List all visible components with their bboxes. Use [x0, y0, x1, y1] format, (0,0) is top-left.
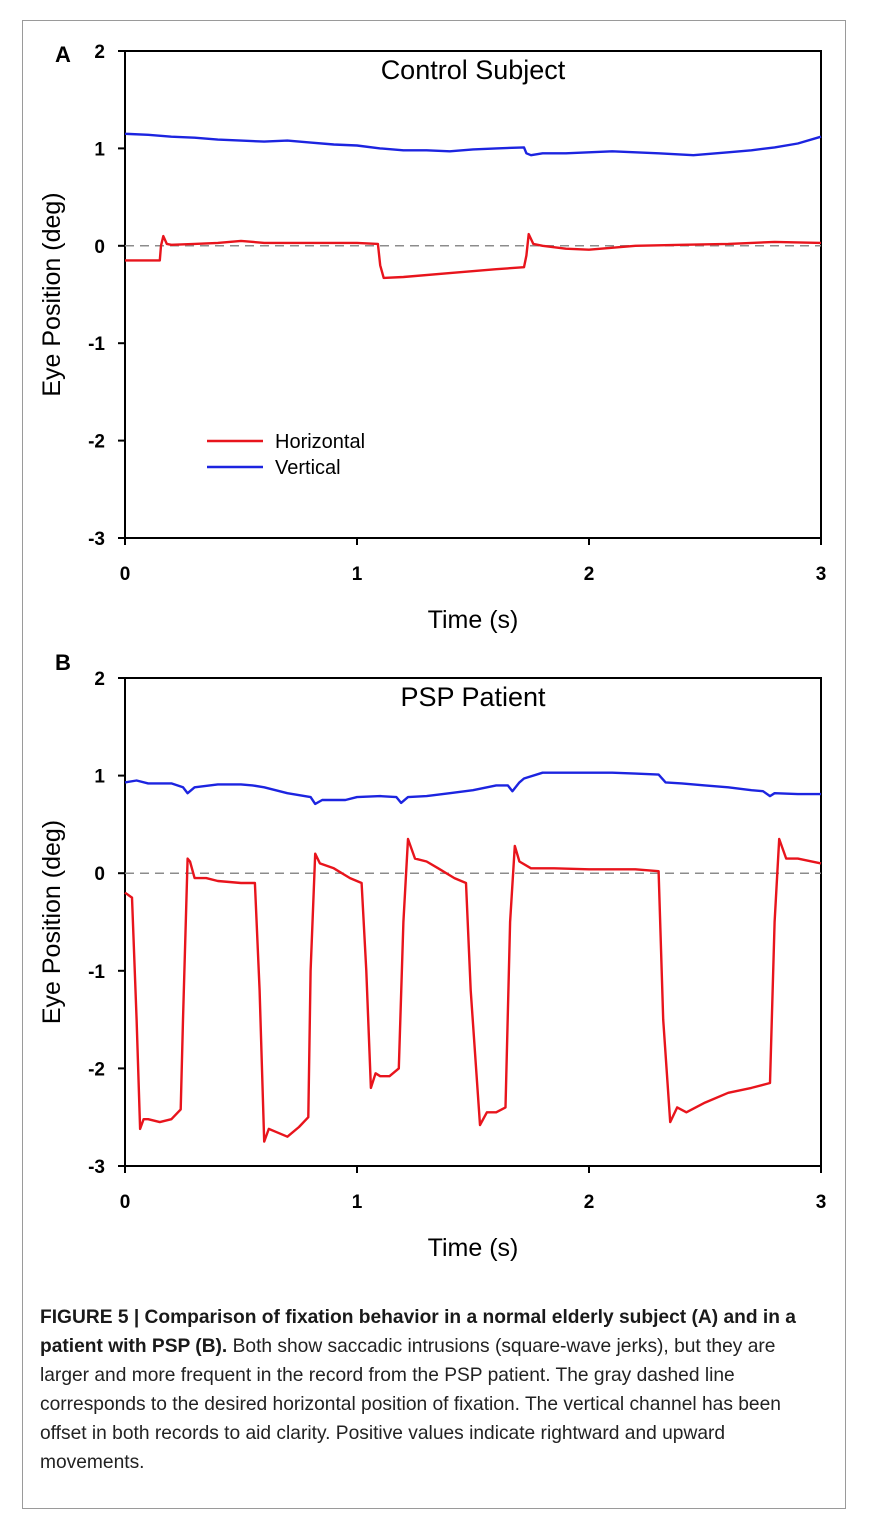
y-tick-label: -1 — [88, 334, 105, 355]
legend-label: Vertical — [275, 457, 341, 479]
chart-title: Control Subject — [381, 55, 566, 85]
y-tick-label: 2 — [94, 669, 105, 690]
x-tick-label: 2 — [584, 564, 595, 585]
series-line-horizontal — [124, 837, 822, 1143]
y-tick-label: 0 — [94, 864, 105, 885]
y-axis-label: Eye Position (deg) — [38, 192, 66, 396]
panel-a: A 2 1 0 -1 -2 -3 0 1 2 3 Control Subject Time (s) Eye… — [38, 42, 826, 634]
panel-label: A — [55, 42, 71, 67]
panel-label: B — [55, 650, 71, 675]
caption-title: FIGURE 5 | Comparison of fixation behavi… — [40, 1307, 796, 1357]
y-tick-label: 0 — [94, 237, 105, 258]
series-line-horizontal — [125, 232, 822, 280]
x-tick-label: 0 — [120, 564, 131, 585]
plot-frame — [124, 50, 822, 539]
legend-label: Horizontal — [275, 431, 365, 453]
figure-frame — [22, 20, 846, 1509]
y-tick-label: 1 — [94, 139, 105, 160]
chart-title: PSP Patient — [400, 682, 546, 712]
x-tick-label: 3 — [816, 564, 827, 585]
x-tick-label: 2 — [584, 1192, 595, 1213]
x-axis-label: Time (s) — [428, 1234, 519, 1262]
y-tick-label: -2 — [88, 1059, 105, 1080]
y-tick-label: -2 — [88, 432, 105, 453]
series-line-vertical — [124, 771, 821, 806]
x-axis-label: Time (s) — [428, 606, 519, 634]
y-axis-label: Eye Position (deg) — [38, 820, 66, 1024]
caption-text: Both show saccadic intrusions (square-wa… — [40, 1336, 781, 1473]
x-tick-label: 3 — [816, 1192, 827, 1213]
x-tick-label: 0 — [120, 1192, 131, 1213]
figure-charts: A 2 1 0 -1 -2 -3 0 1 2 3 Control Subject Time (s) Eye… — [38, 42, 826, 1262]
y-tick-label: 2 — [94, 42, 105, 63]
y-tick-label: 1 — [94, 767, 105, 788]
plot-frame — [124, 677, 822, 1167]
y-tick-label: -1 — [88, 962, 105, 983]
panel-b: B 2 1 0 -1 -2 -3 0 1 2 3 PSP Patient Time (s) Eye Pos… — [38, 650, 826, 1262]
series-line-vertical — [124, 132, 822, 157]
x-tick-label: 1 — [352, 564, 363, 585]
y-tick-label: -3 — [88, 1157, 105, 1178]
figure-caption: FIGURE 5 | Comparison of fixation behavi… — [40, 1303, 825, 1477]
x-tick-label: 1 — [352, 1192, 363, 1213]
y-tick-label: -3 — [88, 529, 105, 550]
